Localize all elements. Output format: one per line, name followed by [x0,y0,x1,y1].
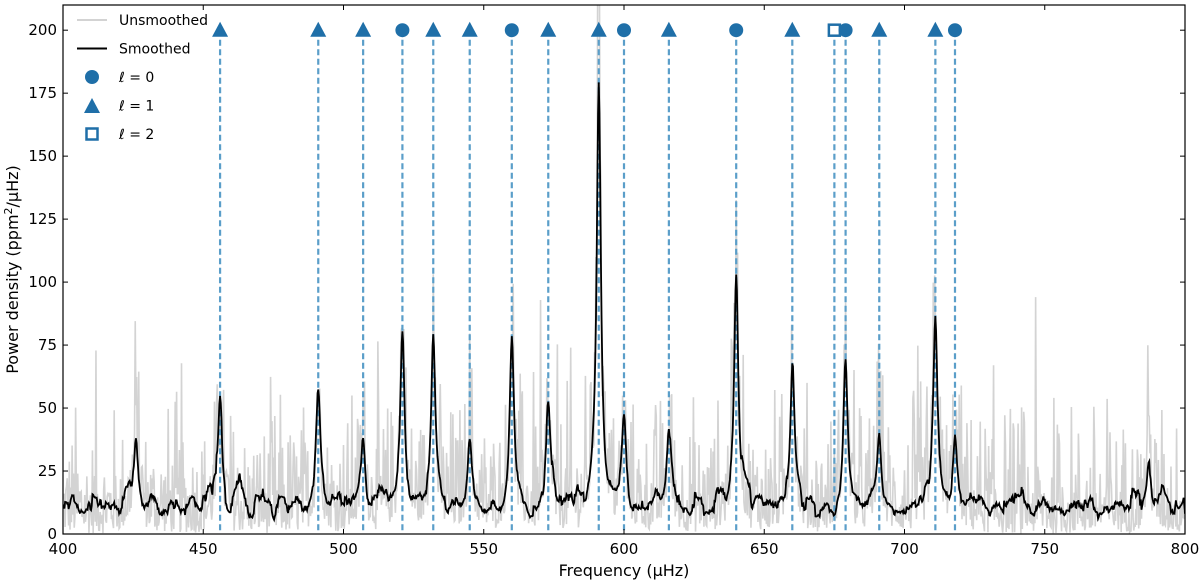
y-axis-title-part: Power density (ppm [3,214,22,373]
mode-marker-l0 [729,23,744,38]
mode-marker-l1 [927,21,944,37]
y-axis-title-part: /μHz) [3,165,22,207]
legend-label: ℓ = 1 [118,99,154,115]
x-tick-label: 400 [49,540,78,558]
smoothed-line [63,82,1185,523]
y-tick-label: 125 [28,210,57,228]
mode-marker-l1 [310,21,327,37]
x-tick-label: 800 [1171,540,1200,558]
mode-marker-l1 [425,21,442,37]
legend-label: Unsmoothed [119,13,208,29]
y-tick-label: 100 [28,273,57,291]
legend-item-unsmoothed: Unsmoothed [77,13,208,29]
mode-marker-l1 [461,21,478,37]
legend-item-smoothed: Smoothed [77,42,191,58]
mode-marker-l1 [212,21,229,37]
x-tick-label: 450 [189,540,218,558]
legend-swatch [85,70,99,84]
y-tick-label: 0 [47,525,57,543]
mode-marker-l1 [784,21,801,37]
y-axis-title-superscript: 2 [2,207,15,214]
x-tick-label: 750 [1030,540,1059,558]
mode-marker-l2 [827,23,842,37]
legend-item-l1: ℓ = 1 [84,98,154,115]
mode-markers [212,21,962,38]
legend-swatch [85,127,99,141]
y-tick-label: 150 [28,147,57,165]
mode-marker-l0 [504,23,519,38]
legend-item-l2: ℓ = 2 [85,127,154,143]
x-tick-label: 550 [469,540,498,558]
smoothed-series [63,82,1185,523]
mode-marker-l0 [395,23,410,38]
x-tick-label: 700 [890,540,919,558]
mode-marker-l0 [617,23,631,38]
legend: Unsmoothed Smoothed ℓ = 0 ℓ = 1 ℓ = 2 [77,13,208,143]
mode-marker-l1 [871,21,888,37]
legend-label: ℓ = 2 [118,127,154,143]
mode-marker-l1 [590,21,607,37]
y-tick-label: 75 [38,336,57,354]
y-tick-label: 25 [38,462,57,480]
legend-label: ℓ = 0 [118,70,154,86]
x-tick-label: 650 [750,540,779,558]
mode-marker-l1 [355,21,372,37]
mode-lines [218,30,957,534]
y-tick-label: 50 [38,399,57,417]
x-tick-label: 500 [329,540,358,558]
y-tick-label: 175 [28,84,57,102]
mode-marker-l0 [947,23,962,38]
y-axis-title: Power density (ppm2/μHz) [2,165,22,374]
legend-label: Smoothed [119,42,191,58]
legend-item-l0: ℓ = 0 [85,70,154,86]
x-axis-title: Frequency (μHz) [559,561,690,580]
y-tick-label: 200 [28,21,57,39]
x-tick-label: 600 [610,540,639,558]
mode-marker-l1 [660,21,677,37]
axes: 400 450 500 550 600 650 700 750 800 0 25 50 75 100 125… [28,4,1200,558]
legend-swatch [84,98,100,113]
mode-marker-l1 [540,21,557,37]
mode-marker-l0 [838,23,853,38]
